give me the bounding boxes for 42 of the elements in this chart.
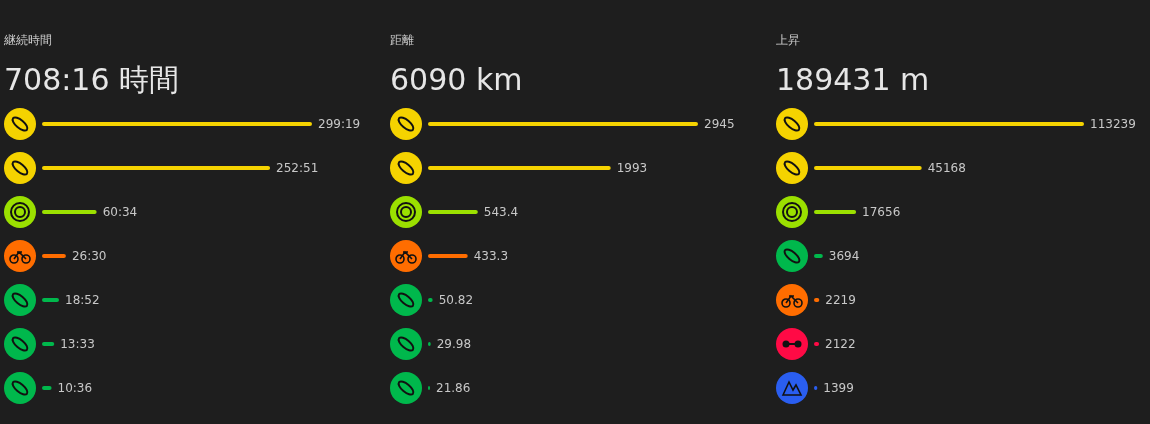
- bar: [814, 210, 857, 214]
- data-label: 10:36: [57, 381, 93, 395]
- data-label: 433.3: [473, 249, 509, 263]
- data-label: 299:19: [318, 117, 361, 131]
- bar: [428, 254, 468, 258]
- bar: [428, 166, 611, 170]
- chart-title: 距離: [390, 33, 414, 47]
- data-label: 26:30: [71, 249, 107, 263]
- chart-subtitle: 6090 km: [390, 62, 523, 97]
- bar: [428, 122, 698, 126]
- bar: [42, 210, 97, 214]
- data-label: 18:52: [65, 293, 100, 307]
- data-label: 1399: [823, 381, 854, 395]
- data-label: 3694: [828, 249, 860, 263]
- data-label: 2122: [825, 337, 856, 351]
- data-label: 50.82: [438, 293, 474, 307]
- data-label: 17656: [862, 205, 901, 219]
- chart-subtitle: 189431 m: [776, 62, 930, 97]
- bar: [814, 166, 922, 170]
- data-label: 1993: [616, 161, 648, 175]
- data-label: 2945: [704, 117, 735, 131]
- data-label: 2219: [825, 293, 856, 307]
- chart-subtitle: 708:16 時間: [4, 62, 180, 97]
- bar: [42, 298, 60, 302]
- data-label: 21.86: [436, 381, 471, 395]
- data-label: 113239: [1090, 117, 1136, 131]
- bar: [42, 166, 271, 170]
- data-label: 60:34: [102, 205, 138, 219]
- data-label: 252:51: [276, 161, 319, 175]
- bar: [42, 254, 66, 258]
- bar: [428, 210, 478, 214]
- chart-title: 継続時間: [3, 33, 52, 47]
- bar: [42, 386, 52, 390]
- bar: [814, 122, 1084, 126]
- data-label: 45168: [927, 161, 966, 175]
- bar: [814, 254, 823, 258]
- data-label: 13:33: [60, 337, 95, 351]
- bar: [42, 342, 55, 346]
- data-label: 29.98: [436, 337, 472, 351]
- bar: [42, 122, 312, 126]
- chart-title: 上昇: [776, 33, 800, 47]
- data-label: 543.4: [483, 205, 519, 219]
